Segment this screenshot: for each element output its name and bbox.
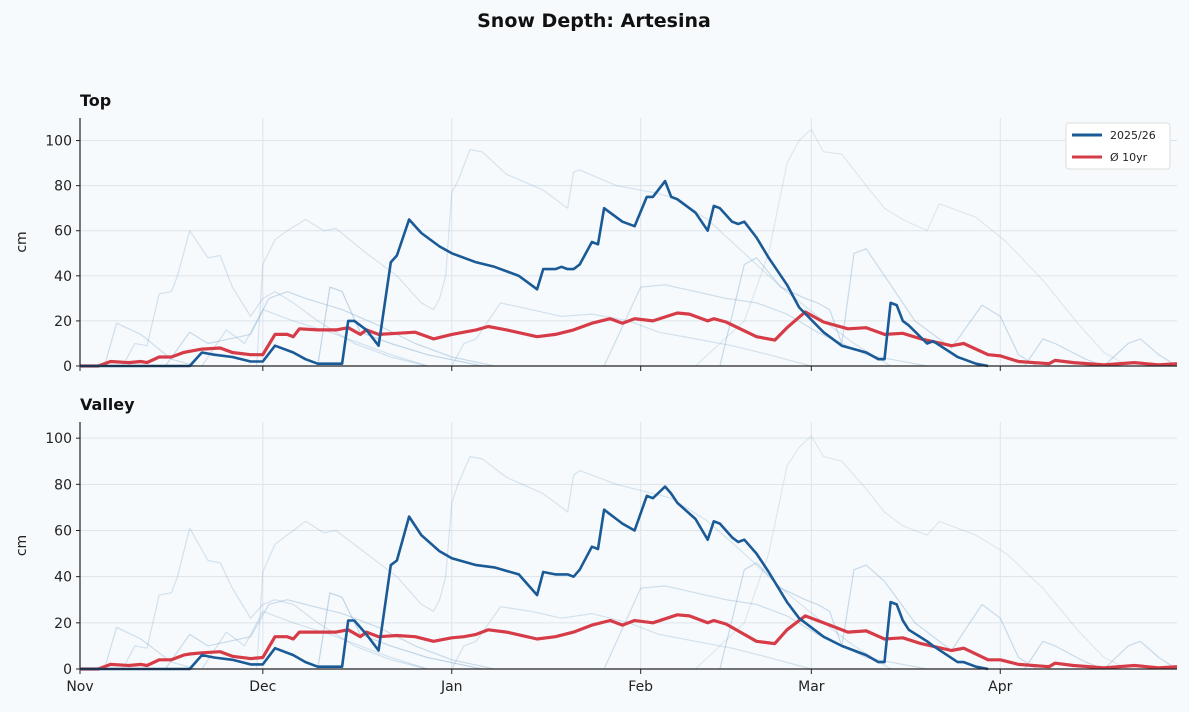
legend-label: Ø 10yr [1110,151,1148,164]
y-tick-label: 60 [54,523,72,539]
y-axis-label: cm [14,535,30,556]
other-season-line [1024,338,1178,367]
other-season-line [103,322,196,367]
other-season-line [256,456,891,670]
y-tick-label: 20 [54,314,72,330]
y-tick-label: 100 [45,431,72,447]
other-season-line [103,626,196,670]
current-season-line [80,485,989,671]
average-10yr-line [80,310,1178,368]
other-season-line [201,610,428,670]
x-tick-label: Feb [628,679,653,695]
y-tick-label: 0 [63,662,72,678]
other-season-line [164,291,495,367]
x-tick-label: Jan [440,679,463,695]
other-season-line [164,599,495,670]
y-tick-label: 0 [63,359,72,375]
y-tick-label: 40 [54,269,72,285]
legend-label: 2025/26 [1110,129,1156,142]
x-tick-label: Dec [249,679,276,695]
other-season-line [201,309,428,367]
other-season-line [695,128,1129,367]
average-10yr-line [80,613,1178,671]
other-season-line [1024,640,1178,670]
y-tick-label: 80 [54,477,72,493]
panels: Top cm 0 20 40 60 80 100 2025/26 Ø 10yr Valley cm 0 2… [14,91,1178,695]
panel-valley: Valley cm 0 20 40 60 80 100 Nov Dec Jan Feb Mar Apr [14,395,1178,695]
other-season-line [451,606,812,670]
x-tick-label: Mar [798,679,825,695]
other-season-line [719,562,1038,670]
other-season-line [317,592,483,670]
current-season-line [80,179,989,368]
other-season-line [122,527,428,670]
y-axis-label: cm [14,231,30,252]
x-tick-label: Nov [66,679,93,695]
panel-top: Top cm 0 20 40 60 80 100 2025/26 Ø 10yr [14,91,1178,375]
x-tick-label: Apr [988,679,1012,695]
panel-title: Top [80,91,111,110]
y-tick-label: 60 [54,224,72,240]
other-season-line [256,149,891,367]
chart-title: Snow Depth: Artesina [477,10,711,32]
other-season-line [719,248,1038,367]
y-tick-label: 100 [45,134,72,150]
y-tick-label: 20 [54,616,72,632]
other-season-line [603,284,928,367]
panel-title: Valley [80,395,135,414]
legend: 2025/26 Ø 10yr [1065,122,1171,170]
other-season-line [451,302,812,367]
other-season-line [695,435,1129,670]
other-season-line [317,286,483,367]
y-tick-label: 40 [54,570,72,586]
y-tick-label: 80 [54,179,72,195]
other-season-line [122,230,428,367]
